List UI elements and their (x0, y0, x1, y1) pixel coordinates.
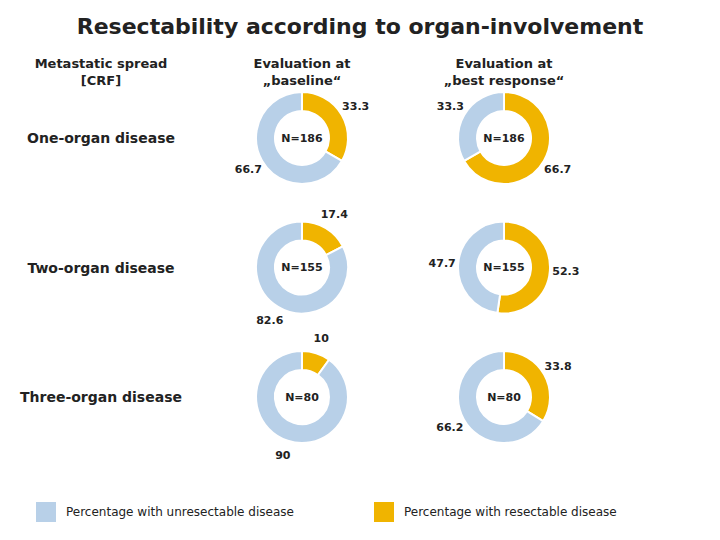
row-label: Two-organ disease (27, 260, 174, 276)
row-header-line: Metastatic spread (35, 56, 168, 71)
data-label: 90 (275, 449, 291, 462)
data-label: 52.3 (552, 265, 579, 278)
donut-slice (256, 222, 348, 314)
row-label: Three-organ disease (20, 389, 182, 405)
donut-center-label: N=155 (281, 261, 322, 274)
donut (256, 92, 348, 184)
donut-center-label: N=155 (483, 261, 524, 274)
donut-slice (458, 351, 543, 443)
data-label: 10 (314, 332, 330, 345)
donut (458, 351, 550, 443)
title: Resectability according to organ-involve… (77, 14, 644, 39)
headers: Metastatic spread [CRF] Evaluation at „base… (35, 56, 565, 88)
donut-center-label: N=186 (281, 132, 323, 145)
column-header: Evaluation at „best response“ (444, 56, 565, 88)
donut-labels: N=186 33.3 66.7 N=186 66.7 33.3 N=155 17.4 82.6 N… (235, 100, 580, 462)
column-header: Evaluation at „baseline“ (254, 56, 351, 88)
column-header-line: Evaluation at (254, 56, 351, 71)
donut-center-label: N=80 (487, 391, 521, 404)
column-header-line: Evaluation at (456, 56, 553, 71)
legend-label: Percentage with unresectable disease (66, 505, 294, 519)
donut (458, 92, 550, 184)
data-label: 33.8 (545, 360, 572, 373)
data-label: 66.7 (235, 163, 262, 176)
data-label: 33.3 (437, 100, 464, 113)
donuts (256, 92, 550, 443)
row-header: Metastatic spread [CRF] (35, 56, 168, 88)
data-label: 47.7 (429, 257, 456, 270)
data-label: 82.6 (256, 314, 283, 327)
donut-center-label: N=186 (483, 132, 525, 145)
legend-swatch (374, 502, 394, 522)
row-label: One-organ disease (27, 130, 175, 146)
data-label: 66.2 (436, 421, 463, 434)
chart: Resectability according to organ-involve… (0, 0, 720, 540)
legend: Percentage with unresectable disease Perc… (36, 502, 617, 522)
data-label: 17.4 (321, 208, 348, 221)
donut-slice (458, 92, 504, 161)
donut-slice (256, 92, 342, 184)
donut-slice (256, 351, 348, 443)
donut-center-label: N=80 (285, 391, 319, 404)
legend-swatch (36, 502, 56, 522)
column-header-line: „baseline“ (263, 73, 342, 88)
donut (256, 222, 348, 314)
legend-label: Percentage with resectable disease (404, 505, 617, 519)
row-labels: One-organ disease Two-organ disease Three-… (20, 130, 182, 405)
donut (256, 351, 348, 443)
data-label: 33.3 (342, 100, 369, 113)
column-header-line: „best response“ (444, 73, 565, 88)
data-label: 66.7 (544, 163, 571, 176)
donut (458, 222, 550, 314)
row-header-line: [CRF] (81, 73, 121, 88)
